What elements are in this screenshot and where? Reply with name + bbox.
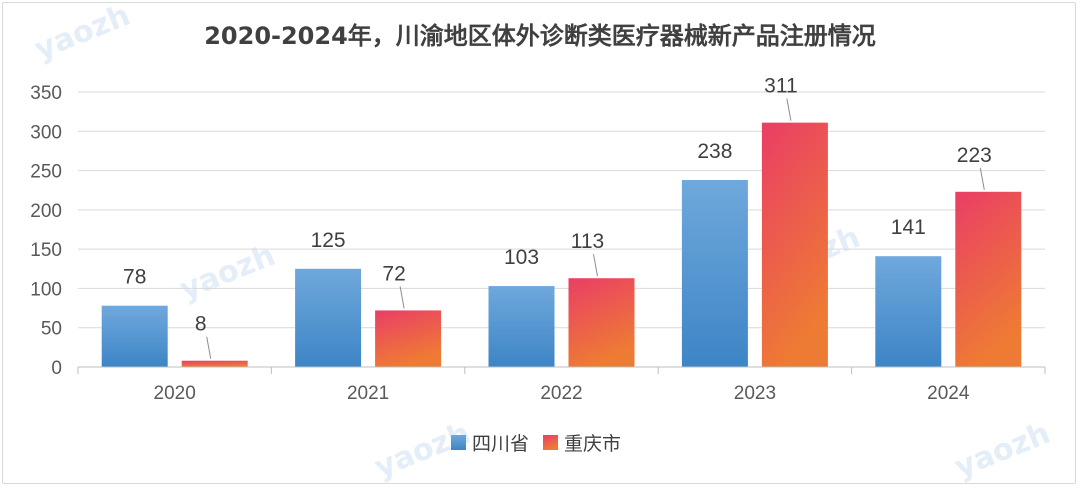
bar-sichuan [681, 180, 748, 367]
bar-sichuan [875, 256, 942, 367]
y-tick-label: 150 [30, 240, 62, 261]
x-tick-label: 2022 [540, 383, 582, 404]
data-label-sichuan: 78 [123, 266, 146, 289]
x-axis-ticks: 2020 2021 2022 2023 2024 [77, 367, 1046, 404]
data-label-chongqing: 72 [382, 262, 405, 285]
legend-label-chongqing: 重庆市 [564, 433, 621, 455]
y-tick-label: 200 [30, 201, 62, 222]
label-leader-line [786, 98, 792, 121]
data-label-chongqing: 311 [764, 75, 797, 98]
chart-title: 2020-2024年，川渝地区体外诊断类医疗器械新产品注册情况 [204, 22, 876, 50]
label-leader-line [206, 336, 212, 359]
x-tick-label: 2024 [927, 383, 970, 404]
legend-label-sichuan: 四川省 [472, 433, 529, 455]
gridlines [78, 91, 1045, 329]
x-tick-label: 2020 [154, 383, 196, 404]
data-label-chongqing: 223 [957, 144, 992, 167]
data-label-chongqing: 8 [195, 313, 207, 336]
y-axis-ticks: 0 50 100 150 200 250 300 350 [30, 83, 62, 379]
bar-sichuan [101, 305, 168, 367]
x-tick-label: 2021 [347, 383, 389, 404]
data-label-sichuan: 141 [891, 216, 926, 239]
svg-text:yaozh: yaozh [175, 238, 280, 308]
bar-chongqing [375, 310, 442, 367]
data-label-sichuan: 238 [697, 140, 732, 163]
legend: 四川省 重庆市 [451, 433, 621, 455]
bar-chongqing [761, 122, 828, 368]
label-leader-line [593, 254, 598, 277]
svg-text:yaozh: yaozh [370, 416, 475, 486]
data-labels: 78 8 125 72 103 113 238 311 141 223 [123, 75, 992, 359]
data-label-chongqing: 113 [571, 230, 604, 253]
watermark: yaozh yaozh yaozh yaozh yaozh [30, 0, 1055, 485]
bars [101, 122, 1022, 368]
bar-chongqing [568, 278, 635, 367]
y-tick-label: 250 [30, 162, 62, 183]
y-tick-label: 100 [30, 279, 62, 300]
svg-text:yaozh: yaozh [950, 416, 1055, 486]
legend-swatch-chongqing [543, 435, 558, 450]
bar-sichuan [488, 286, 555, 367]
bar-chongqing [955, 191, 1022, 367]
bar-sichuan [295, 268, 362, 367]
label-leader-line [399, 286, 405, 309]
y-tick-label: 350 [30, 83, 62, 104]
data-label-sichuan: 103 [504, 246, 539, 269]
data-label-sichuan: 125 [311, 229, 346, 252]
legend-swatch-sichuan [451, 435, 466, 450]
y-tick-label: 0 [51, 358, 62, 379]
x-tick-label: 2023 [734, 383, 776, 404]
label-leader-line [979, 167, 985, 190]
y-tick-label: 50 [41, 319, 62, 340]
bar-chongqing [181, 360, 248, 367]
y-tick-label: 300 [30, 122, 62, 143]
svg-text:yaozh: yaozh [30, 0, 135, 67]
